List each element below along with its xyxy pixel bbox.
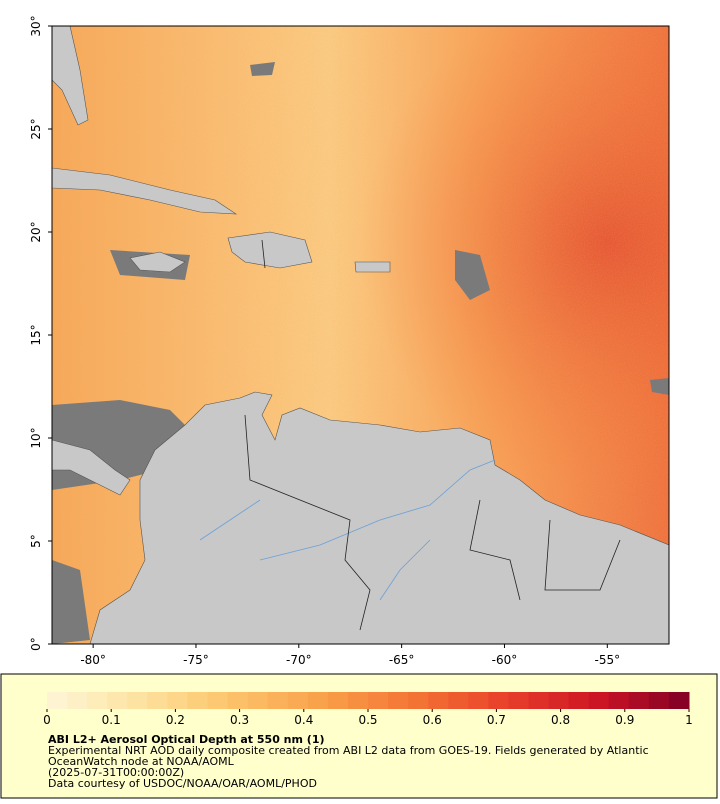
colorbar-block xyxy=(408,692,429,709)
x-tick-label: -75° xyxy=(183,653,209,667)
description-line: Experimental NRT AOD daily composite cre… xyxy=(48,744,649,757)
colorbar-block xyxy=(528,692,550,709)
colorbar-block xyxy=(107,692,128,709)
colorbar-block xyxy=(468,692,489,709)
colorbar-block xyxy=(207,692,229,709)
colorbar-block xyxy=(508,692,529,709)
y-tick-label: 20° xyxy=(29,221,43,242)
colorbar-block xyxy=(428,692,449,709)
colorbar-block xyxy=(347,692,369,709)
x-tick-label: -70° xyxy=(286,653,312,667)
colorbar-block xyxy=(448,692,469,709)
colorbar-block xyxy=(127,692,148,709)
colorbar-block xyxy=(628,692,650,709)
colorbar-tick-label: 0.9 xyxy=(615,713,634,727)
colorbar-tick-label: 0.1 xyxy=(102,713,121,727)
x-tick-label: -55° xyxy=(594,653,620,667)
x-tick-label: -65° xyxy=(389,653,415,667)
colorbar-block xyxy=(87,692,108,709)
colorbar-tick-label: 0.7 xyxy=(487,713,506,727)
borders xyxy=(244,239,621,631)
y-tick-label: 5° xyxy=(29,534,43,548)
colorbar-block xyxy=(227,692,249,709)
colorbar-tick-label: 0 xyxy=(43,713,51,727)
credit: Data courtesy of USDOC/NOAA/OAR/AOML/PHO… xyxy=(48,777,317,790)
colorbar-block xyxy=(307,692,329,709)
title: ABI L2+ Aerosol Optical Depth at 550 nm … xyxy=(48,733,325,746)
timestamp: (2025-07-31T00:00:00Z) xyxy=(48,766,184,779)
colorbar-tick-label: 0.4 xyxy=(294,713,313,727)
colorbar-block xyxy=(47,692,68,709)
colorbar-block xyxy=(247,692,269,709)
y-tick-label: 0° xyxy=(29,637,43,651)
colorbar-block xyxy=(187,692,208,709)
rivers xyxy=(199,459,496,601)
colorbar: 0 0.1 0.2 0.3 0.4 0.5 0.6 0.7 0.8 0.9 1 xyxy=(43,692,693,727)
x-tick-label: -80° xyxy=(80,653,106,667)
colorbar-block xyxy=(287,692,309,709)
colorbar-block xyxy=(147,692,168,709)
colorbar-tick-label: 0.5 xyxy=(358,713,377,727)
y-tick-label: 25° xyxy=(29,118,43,139)
land xyxy=(52,26,669,644)
colorbar-block xyxy=(388,692,409,709)
colorbar-block xyxy=(608,692,630,709)
colorbar-block xyxy=(167,692,188,709)
map-area xyxy=(52,26,669,644)
colorbar-block xyxy=(327,692,349,709)
colorbar-tick-label: 0.8 xyxy=(551,713,570,727)
y-tick-label: 30° xyxy=(29,15,43,36)
y-tick-label: 15° xyxy=(29,324,43,345)
colorbar-block xyxy=(588,692,610,709)
colorbar-tick-label: 0.2 xyxy=(166,713,185,727)
colorbar-tick-label: 0.3 xyxy=(230,713,249,727)
y-tick-label: 10° xyxy=(29,427,43,448)
colorbar-block xyxy=(267,692,289,709)
axes: -80° -75° -70° -65° -60° -55° 0° 5° 10° 15° 20° 25°… xyxy=(29,15,620,667)
colorbar-block xyxy=(548,692,570,709)
colorbar-block xyxy=(568,692,590,709)
colorbar-tick-label: 1 xyxy=(685,713,693,727)
description-line: OceanWatch node at NOAA/AOML xyxy=(48,755,235,768)
colorbar-block xyxy=(488,692,509,709)
colorbar-block xyxy=(67,692,88,709)
info: ABI L2+ Aerosol Optical Depth at 550 nm … xyxy=(48,733,649,790)
colorbar-block xyxy=(648,692,670,709)
colorbar-tick-label: 0.6 xyxy=(423,713,442,727)
x-tick-label: -60° xyxy=(492,653,518,667)
colorbar-block xyxy=(668,692,690,709)
colorbar-block xyxy=(368,692,389,709)
